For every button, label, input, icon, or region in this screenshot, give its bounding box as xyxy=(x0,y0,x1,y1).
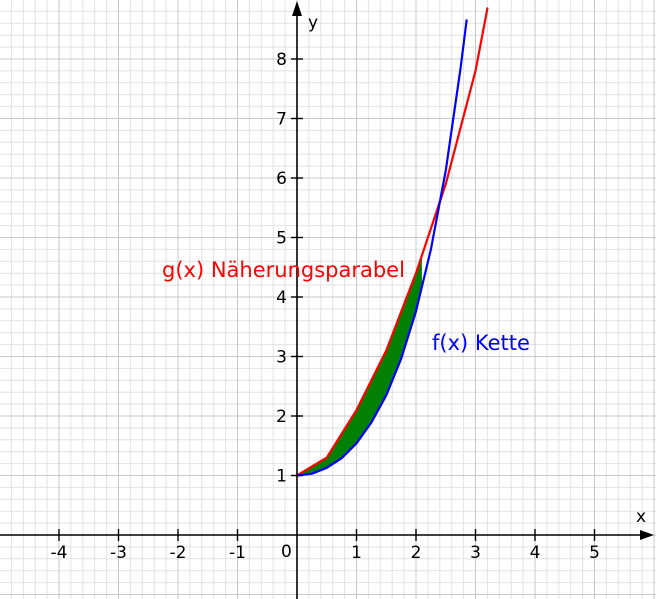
y-axis-arrow xyxy=(292,1,302,16)
x-tick-label: -2 xyxy=(170,543,187,563)
labels: x y 0 g(x) Näherungsparabel f(x) Kette xyxy=(162,13,646,562)
f-curve-label: f(x) Kette xyxy=(432,331,530,355)
y-axis-label: y xyxy=(308,13,318,33)
shaded-area xyxy=(297,255,422,476)
shaded-area-layer xyxy=(297,255,422,476)
x-tick-label: -1 xyxy=(229,543,246,563)
x-tick-label: 5 xyxy=(589,543,600,563)
x-tick-label: 1 xyxy=(351,543,362,563)
y-tick-label: 2 xyxy=(276,407,287,427)
y-tick-label: 6 xyxy=(276,169,287,189)
x-tick-label: -3 xyxy=(110,543,127,563)
y-tick-label: 8 xyxy=(276,50,287,70)
y-tick-label: 3 xyxy=(276,348,287,368)
y-tick-label: 7 xyxy=(276,110,287,130)
x-tick-label: -4 xyxy=(51,543,68,563)
y-tick-label: 4 xyxy=(276,288,287,308)
x-axis-arrow xyxy=(640,530,654,540)
origin-label: 0 xyxy=(281,542,292,562)
g-curve-label: g(x) Näherungsparabel xyxy=(162,258,405,282)
x-tick-label: 2 xyxy=(411,543,422,563)
axis-ticks: -4 -3 -2 -1 1 2 3 4 5 1 2 3 4 5 6 7 8 xyxy=(51,50,600,563)
x-tick-label: 3 xyxy=(470,543,481,563)
y-tick-label: 5 xyxy=(276,229,287,249)
x-tick-label: 4 xyxy=(530,543,541,563)
g-curve xyxy=(295,7,489,477)
curve-layer xyxy=(295,7,489,477)
y-tick-label: 1 xyxy=(276,467,287,487)
f-curve xyxy=(295,19,468,477)
x-axis-label: x xyxy=(636,507,646,527)
